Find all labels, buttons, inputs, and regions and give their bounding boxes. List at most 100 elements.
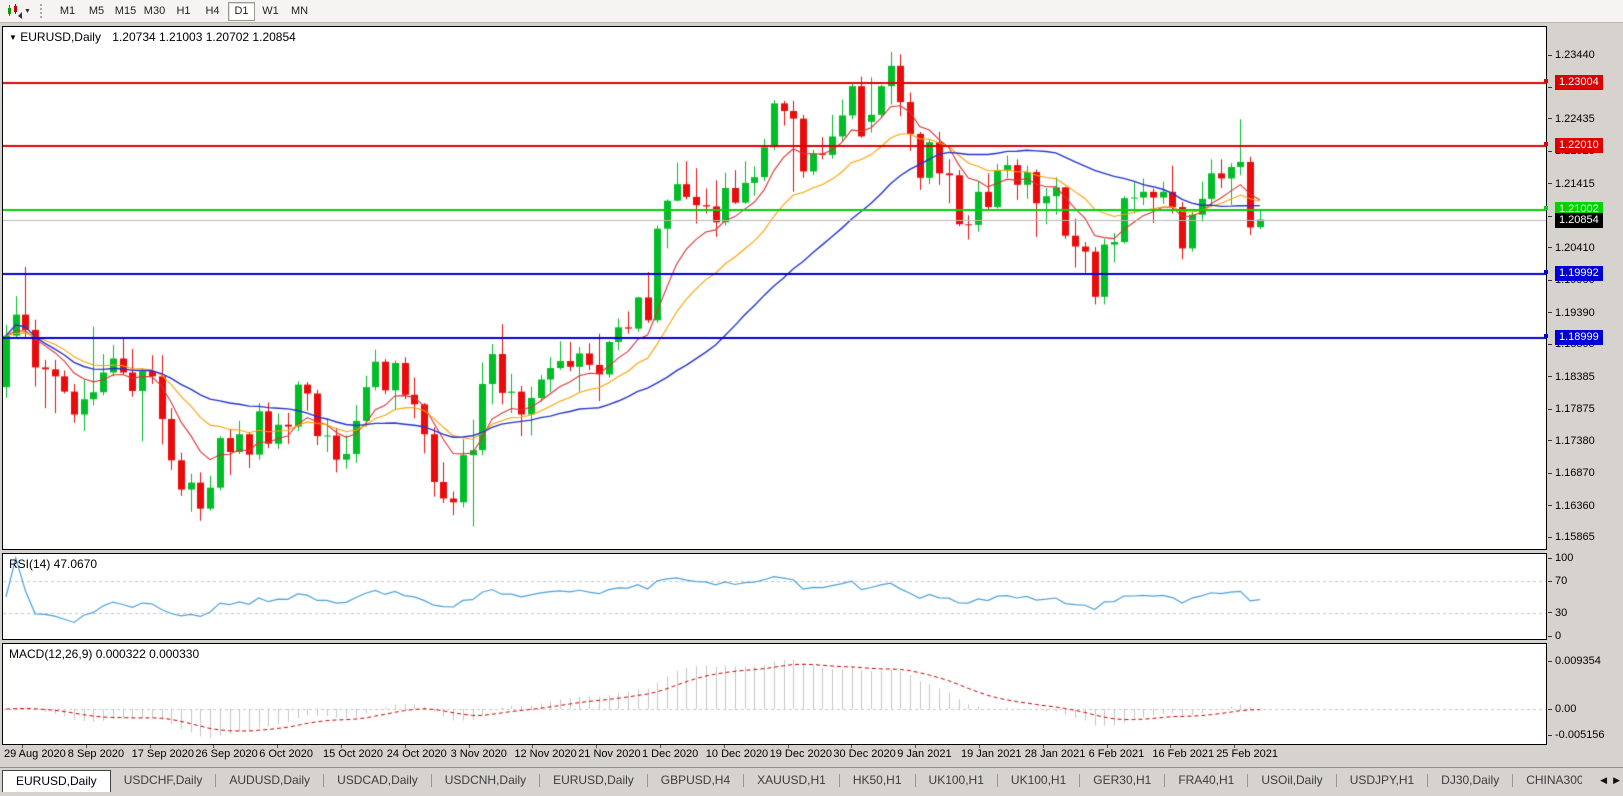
date-label: 16 Feb 2021 — [1152, 748, 1215, 760]
tab-separator — [1164, 774, 1166, 787]
date-label: 28 Jan 2021 — [1024, 748, 1086, 760]
main-chart-window: ▼ EURUSD,Daily 1.20734 1.21003 1.20702 1… — [2, 26, 1547, 550]
date-label: 6 Oct 2020 — [259, 748, 314, 760]
instrument-tab[interactable]: FRA40,H1 — [1178, 773, 1235, 787]
price-tick-label: 1.16870 — [1548, 466, 1595, 480]
tab-scroll-left-icon[interactable]: ◀ — [1600, 775, 1608, 785]
timeframe-button-m30[interactable]: M30 — [141, 2, 168, 21]
date-tick — [979, 745, 980, 748]
date-label: 25 Feb 2021 — [1216, 748, 1278, 760]
chart-tabs: EURUSD,Daily USDCHF,Daily AUDUSD,Daily USDC… — [2, 770, 1582, 792]
price-tick-label: 1.17380 — [1548, 434, 1595, 448]
price-tick-text: 1.23440 — [1555, 49, 1595, 61]
rsi-axis-label: 70 — [1548, 574, 1567, 588]
timeframe-button-d1[interactable]: D1 — [228, 1, 255, 21]
hline-end-marker[interactable] — [1544, 333, 1548, 338]
price-tick-label: 1.17875 — [1548, 402, 1595, 416]
instrument-tab[interactable]: GBPUSD,H4 — [660, 773, 731, 787]
candlestick-tool-icon — [8, 4, 22, 19]
date-label: 30 Dec 2020 — [833, 748, 896, 760]
macd-canvas[interactable] — [3, 644, 1546, 744]
hline-price-label: 1.19992 — [1555, 266, 1603, 282]
price-tick-text: 1.18385 — [1555, 370, 1595, 383]
chart-ohlc-values: 1.20734 1.21003 1.20702 1.20854 — [112, 30, 296, 44]
date-label: 10 Dec 2020 — [705, 748, 769, 760]
timeframe-button-m15[interactable]: M15 — [112, 2, 139, 21]
instrument-tab[interactable]: UK100,H1 — [1010, 773, 1067, 787]
price-tick-label: 1.16360 — [1548, 499, 1595, 513]
tab-separator — [1247, 774, 1249, 787]
price-tick-label: 1.15865 — [1548, 530, 1595, 544]
instrument-tab[interactable]: EURUSD,Daily — [2, 770, 111, 792]
tab-separator — [1512, 774, 1514, 787]
date-label: 19 Dec 2020 — [769, 748, 832, 760]
rsi-canvas[interactable] — [3, 554, 1546, 639]
hline-end-marker[interactable] — [1544, 206, 1548, 211]
date-tick — [22, 745, 23, 748]
hline-end-marker[interactable] — [1544, 270, 1548, 275]
price-scale[interactable]: 1.234401.229301.224351.219251.214151.209… — [1544, 26, 1623, 766]
timeframe-button-w1[interactable]: W1 — [257, 2, 284, 21]
date-label: 8 Sep 2020 — [67, 748, 125, 760]
rsi-axis-label: 30 — [1548, 606, 1567, 620]
price-tick-text: 1.17380 — [1555, 434, 1595, 447]
chart-tab-bar: EURUSD,Daily USDCHF,Daily AUDUSD,Daily USDC… — [0, 767, 1623, 796]
date-tick — [341, 745, 342, 748]
instrument-tab[interactable]: GER30,H1 — [1093, 773, 1152, 787]
date-label: 6 Feb 2021 — [1088, 748, 1145, 760]
date-label: 12 Nov 2020 — [514, 748, 577, 760]
price-tick-text: 1.21415 — [1555, 177, 1595, 190]
toolbar-grip[interactable] — [39, 3, 44, 19]
tab-separator — [1427, 774, 1429, 787]
price-tick-label: 1.23440 — [1548, 48, 1595, 62]
tab-separator — [323, 774, 325, 787]
chart-symbol-period: EURUSD,Daily — [20, 30, 101, 44]
rsi-axis-label: 100 — [1548, 551, 1573, 565]
tab-separator — [430, 774, 432, 787]
instrument-tab[interactable]: XAUUSD,H1 — [757, 773, 826, 787]
instrument-tab[interactable]: UK100,H1 — [928, 773, 984, 787]
date-label: 26 Sep 2020 — [195, 748, 258, 760]
date-label: 17 Sep 2020 — [131, 748, 194, 760]
hline-end-marker[interactable] — [1544, 78, 1548, 83]
current-price-label: 1.20854 — [1555, 212, 1603, 228]
price-tick-text: 1.19390 — [1555, 306, 1595, 319]
instrument-tab[interactable]: AUDUSD,Daily — [229, 773, 311, 787]
timeframe-button-m1[interactable]: M1 — [54, 2, 81, 21]
instrument-tab[interactable]: USDCNH,Daily — [444, 773, 527, 787]
rsi-title: RSI(14) 47.0670 — [9, 557, 98, 571]
macd-window: MACD(12,26,9) 0.000322 0.000330 — [2, 643, 1547, 745]
price-tick-text: 1.20410 — [1555, 241, 1595, 254]
instrument-tab[interactable]: USDJPY,H1 — [1349, 773, 1415, 787]
instrument-tab[interactable]: DJ30,Daily — [1441, 773, 1500, 787]
instrument-tab[interactable]: EURUSD,Daily — [553, 773, 634, 787]
hline-price-label: 1.22010 — [1555, 137, 1603, 153]
date-tick — [851, 745, 853, 748]
instrument-tab[interactable]: HK50,H1 — [852, 773, 902, 787]
timeframe-toolbar: ▼ M1 M5 M15 M30 H1 H4 D1 W1 MN — [0, 0, 1623, 23]
timeframe-button-m5[interactable]: M5 — [83, 2, 110, 21]
chart-tool-icon[interactable]: ▼ — [4, 2, 34, 20]
tab-separator — [1335, 774, 1337, 787]
timeframe-button-h4[interactable]: H4 — [199, 2, 226, 21]
instrument-tab[interactable]: CHINA300,H1 — [1526, 773, 1582, 787]
instrument-tab[interactable]: USDCHF,Daily — [123, 773, 203, 787]
macd-axis-text: -0.005156 — [1555, 729, 1605, 742]
collapse-arrow-icon[interactable]: ▼ — [9, 33, 17, 42]
date-tick — [1042, 745, 1044, 748]
hline-end-marker[interactable] — [1544, 141, 1548, 146]
tab-separator — [743, 774, 745, 787]
timeframe-button-h1[interactable]: H1 — [170, 2, 197, 21]
date-axis[interactable]: 29 Aug 2020 8 Sep 2020 17 Sep 2020 26 Sep 2… — [2, 745, 1547, 764]
rsi-window: RSI(14) 47.0670 — [2, 553, 1547, 640]
main-chart-canvas[interactable] — [3, 27, 1546, 549]
date-label: 3 Nov 2020 — [450, 748, 507, 760]
instrument-tab[interactable]: USDCAD,Daily — [337, 773, 418, 787]
instrument-tab[interactable]: USOil,Daily — [1261, 773, 1323, 787]
timeframe-button-mn[interactable]: MN — [286, 2, 313, 21]
date-tick — [915, 745, 917, 748]
date-tick — [1106, 745, 1108, 748]
price-tick-text: 1.22435 — [1555, 112, 1595, 125]
tab-scroll-right-icon[interactable]: ▶ — [1613, 775, 1620, 785]
